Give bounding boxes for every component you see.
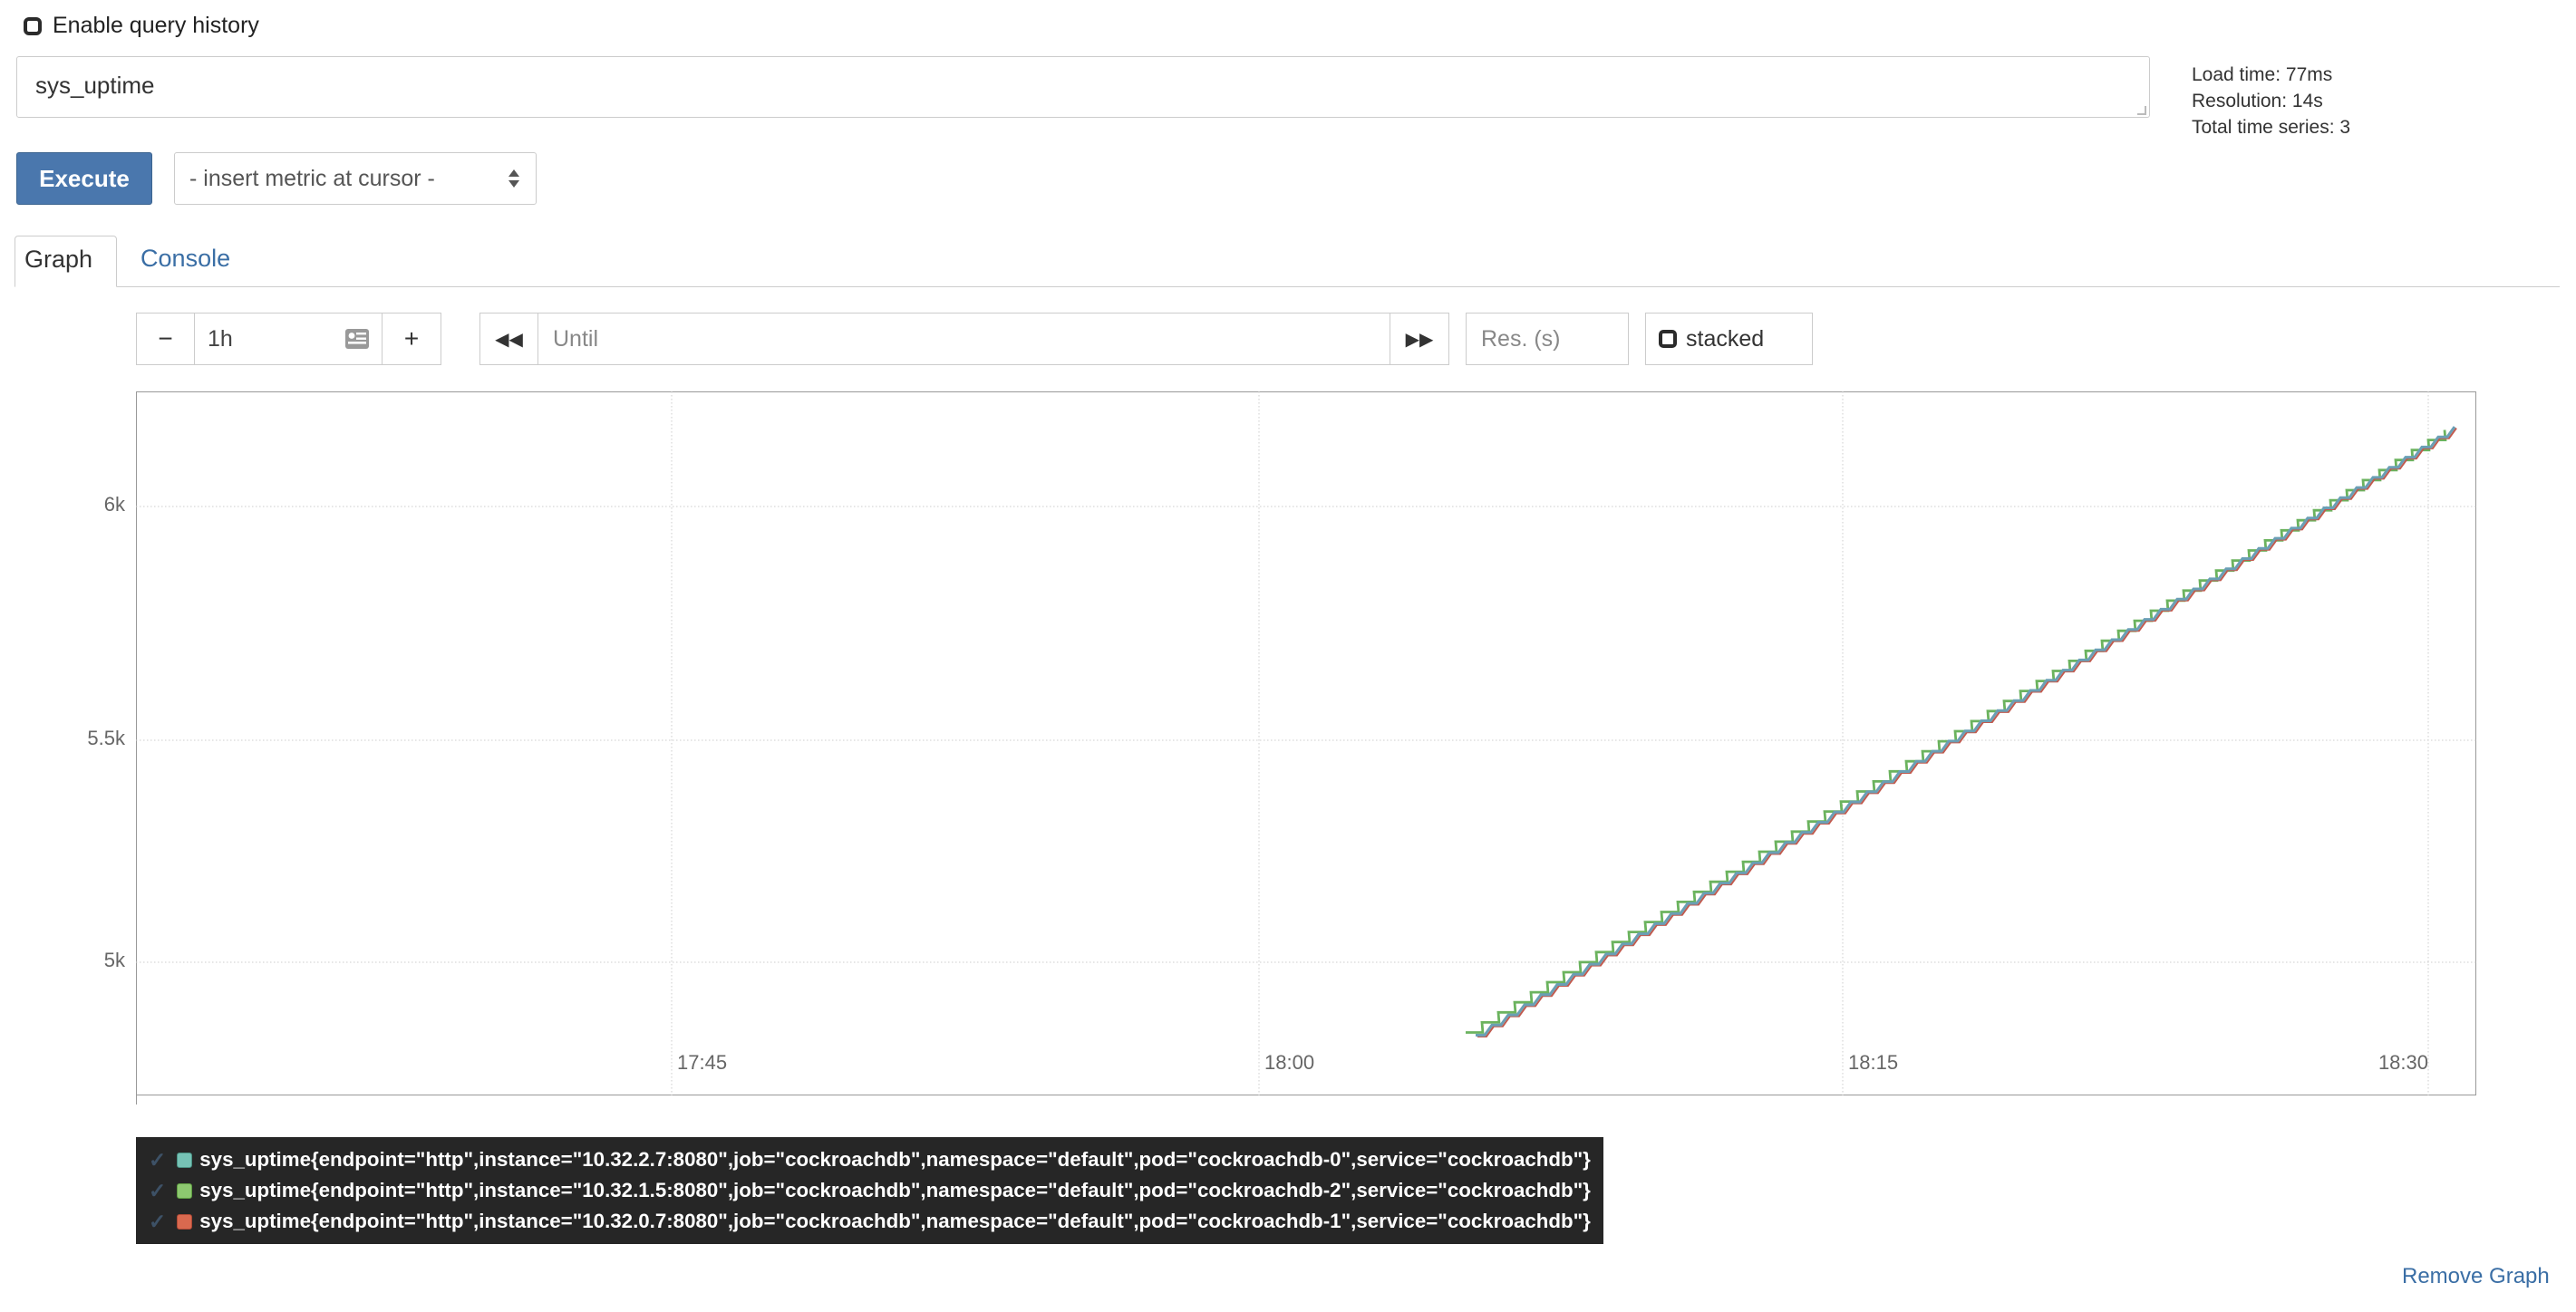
svg-text:5k: 5k [104, 949, 126, 971]
svg-text:17:45: 17:45 [677, 1051, 727, 1074]
svg-text:18:30: 18:30 [2378, 1051, 2428, 1074]
svg-text:18:15: 18:15 [1848, 1051, 1898, 1074]
svg-text:5.5k: 5.5k [87, 727, 126, 749]
svg-text:6k: 6k [104, 493, 126, 516]
svg-text:18:00: 18:00 [1264, 1051, 1314, 1074]
